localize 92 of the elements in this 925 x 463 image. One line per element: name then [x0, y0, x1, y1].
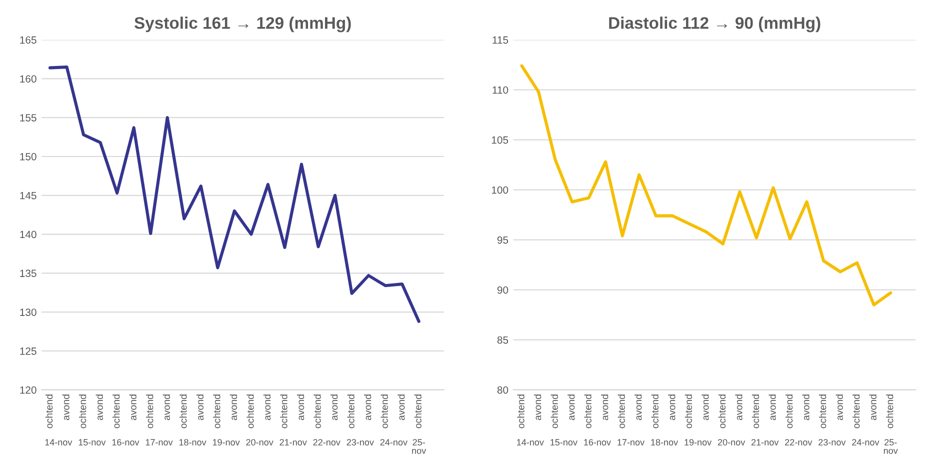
- x-tick-label: avond: [196, 394, 204, 420]
- x-tick-label: ochtend: [45, 394, 53, 428]
- x-tick-label: ochtend: [380, 394, 388, 428]
- x-tick-label: avond: [398, 394, 405, 420]
- x-tick-label: ochtend: [79, 394, 86, 428]
- x-tick-label: avond: [129, 394, 136, 420]
- text: 20-nov: [718, 439, 746, 446]
- x-tick-label: ochtend: [684, 394, 692, 428]
- x-tick-label: ochtend: [718, 394, 726, 428]
- x-tick-label: avond: [601, 394, 608, 420]
- x-tick-label: ochtend: [785, 394, 793, 428]
- x-tick-label: avond: [568, 394, 575, 420]
- text: 14-nov: [517, 439, 544, 446]
- x-tick-label: avond: [768, 394, 776, 420]
- y-tick-label: 80: [497, 386, 508, 394]
- x-tick-label: ochtend: [347, 394, 354, 428]
- y-tick-label: 125: [20, 347, 36, 355]
- y-tick-label: 140: [20, 230, 36, 238]
- y-tick-label: 95: [497, 236, 508, 244]
- y-tick-label: 135: [20, 270, 36, 278]
- text: 19-nov: [212, 439, 240, 446]
- x-tick-label: avond: [836, 394, 843, 420]
- x-tick-label: avond: [296, 394, 304, 420]
- text: 15-nov: [550, 439, 578, 446]
- text: 14-nov: [45, 439, 72, 446]
- x-tick-label: avond: [364, 394, 372, 420]
- text: 18-nov: [651, 439, 678, 446]
- text: 25-nov: [412, 439, 426, 454]
- x-tick-label: ochtend: [517, 394, 524, 428]
- x-tick-label: avond: [263, 394, 271, 420]
- x-tick-label: avond: [534, 394, 542, 420]
- y-tick-label: 105: [492, 136, 508, 144]
- y-tick-label: 160: [20, 75, 36, 83]
- text: 18-nov: [179, 439, 206, 446]
- x-tick-label: ochtend: [112, 394, 120, 428]
- x-tick-label: avond: [62, 394, 70, 420]
- y-tick-label: 100: [492, 186, 508, 194]
- chart-title: Systolic 161 → 129 (mmHg): [134, 16, 351, 32]
- x-tick-label: ochtend: [146, 394, 154, 428]
- x-tick-label: avond: [162, 394, 170, 420]
- y-tick-label: 145: [20, 192, 36, 200]
- text: 24-nov: [852, 439, 880, 446]
- y-tick-label: 85: [497, 336, 508, 344]
- text: 21-nov: [280, 439, 307, 446]
- x-tick-label: avond: [230, 394, 238, 420]
- x-tick-label: ochtend: [213, 394, 220, 428]
- x-tick-label: avond: [96, 394, 103, 420]
- y-tick-label: 110: [492, 86, 508, 94]
- x-tick-label: ochtend: [651, 394, 658, 428]
- text: 19-nov: [684, 439, 712, 446]
- text: 16-nov: [584, 439, 611, 446]
- x-tick-label: ochtend: [584, 394, 592, 428]
- x-tick-label: ochtend: [314, 394, 321, 428]
- x-tick-label: ochtend: [752, 394, 760, 428]
- text: 17-nov: [146, 439, 173, 446]
- x-tick-label: ochtend: [550, 394, 558, 428]
- y-tick-label: 165: [20, 36, 36, 44]
- text: 22-nov: [785, 439, 812, 446]
- x-tick-label: avond: [634, 394, 642, 420]
- text: 15-nov: [78, 439, 106, 446]
- x-tick-label: avond: [735, 394, 742, 420]
- text: 24-nov: [380, 439, 408, 446]
- text: 17-nov: [618, 439, 645, 446]
- x-tick-label: ochtend: [280, 394, 288, 428]
- x-tick-label: avond: [668, 394, 676, 420]
- line-series: [520, 64, 892, 306]
- x-tick-label: ochtend: [414, 394, 422, 428]
- y-tick-label: 155: [20, 114, 36, 122]
- text: 16-nov: [112, 439, 140, 446]
- x-tick-label: ochtend: [180, 394, 187, 428]
- text: 20-nov: [246, 439, 274, 446]
- x-tick-label: avond: [802, 394, 810, 420]
- text: 23-nov: [818, 439, 846, 446]
- x-tick-label: ochtend: [618, 394, 625, 428]
- chart-title: Diastolic 112 → 90 (mmHg): [609, 16, 820, 32]
- y-tick-label: 130: [20, 308, 36, 316]
- x-tick-label: ochtend: [819, 394, 826, 428]
- y-tick-label: 90: [497, 286, 508, 294]
- text: 25-nov: [884, 439, 898, 454]
- y-tick-label: 120: [20, 386, 36, 394]
- x-tick-label: ochtend: [886, 394, 894, 428]
- x-tick-label: avond: [702, 394, 709, 420]
- x-tick-label: avond: [869, 394, 876, 420]
- text: 23-nov: [346, 439, 374, 446]
- text: 21-nov: [752, 439, 779, 446]
- line-series: [48, 66, 420, 323]
- x-tick-label: ochtend: [246, 394, 254, 428]
- x-tick-label: ochtend: [852, 394, 860, 428]
- y-tick-label: 115: [492, 36, 508, 44]
- y-tick-label: 150: [20, 152, 36, 160]
- text: 22-nov: [313, 439, 340, 446]
- x-tick-label: avond: [330, 394, 338, 420]
